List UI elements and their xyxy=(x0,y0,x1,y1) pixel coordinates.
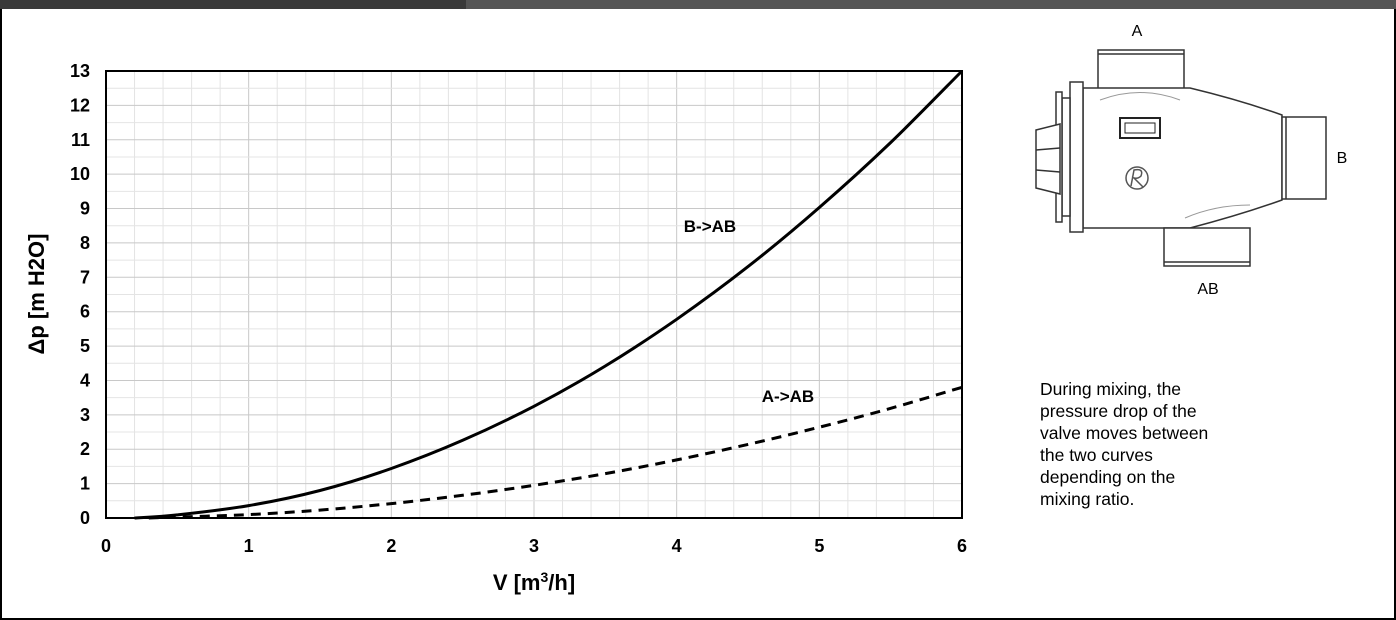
mixing-note: During mixing, the pressure drop of the … xyxy=(1040,379,1209,509)
x-tick-label: 5 xyxy=(814,536,824,556)
top-bar-right xyxy=(466,0,1396,9)
y-tick-label: 10 xyxy=(70,164,90,184)
x-tick-label: 6 xyxy=(957,536,967,556)
y-tick-label: 5 xyxy=(80,336,90,356)
y-tick-label: 12 xyxy=(70,95,90,115)
y-tick-label: 8 xyxy=(80,233,90,253)
y-tick-label: 13 xyxy=(70,61,90,81)
y-tick-label: 3 xyxy=(80,405,90,425)
y-tick-label: 1 xyxy=(80,474,90,494)
port-ab-pipe xyxy=(1163,227,1251,267)
y-axis-title: Δp [m H2O] xyxy=(24,234,49,355)
series-labels: B->AB A->AB xyxy=(684,217,814,406)
port-a-pipe xyxy=(1097,49,1185,91)
series-line-a-ab xyxy=(148,385,963,520)
left-flange xyxy=(1069,81,1084,233)
x-tick-label: 3 xyxy=(529,536,539,556)
chart-grid xyxy=(105,70,963,519)
x-tick-label: 4 xyxy=(672,536,682,556)
x-tick-label: 2 xyxy=(386,536,396,556)
y-tick-label: 7 xyxy=(80,267,90,287)
y-tick-label: 9 xyxy=(80,199,90,219)
port-b-label: B xyxy=(1337,150,1348,167)
x-tick-label: 0 xyxy=(101,536,111,556)
y-tick-label: 0 xyxy=(80,508,90,528)
y-tick-label: 2 xyxy=(80,439,90,459)
y-tick-label: 4 xyxy=(80,370,90,390)
port-ab-label: AB xyxy=(1197,281,1218,298)
y-tick-label: 6 xyxy=(80,302,90,322)
hex-nut xyxy=(1035,123,1061,195)
series-label: B->AB xyxy=(684,217,736,236)
x-axis-title: V [m3/h] xyxy=(493,569,575,595)
valve-diagram xyxy=(1035,49,1327,267)
x-tick-label: 1 xyxy=(244,536,254,556)
series-lines xyxy=(134,69,964,520)
valve-body xyxy=(1082,87,1283,229)
series-label: A->AB xyxy=(762,387,814,406)
series-line-b-ab xyxy=(134,69,964,520)
port-b-pipe xyxy=(1281,116,1327,200)
port-a-label: A xyxy=(1132,23,1143,40)
x-axis-ticks: 0 1 2 3 4 5 6 xyxy=(101,536,967,556)
plot-area xyxy=(105,70,963,519)
y-tick-label: 11 xyxy=(71,130,90,150)
